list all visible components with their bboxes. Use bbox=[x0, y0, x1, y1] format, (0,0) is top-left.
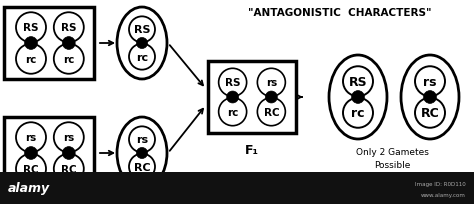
Ellipse shape bbox=[415, 67, 445, 97]
Ellipse shape bbox=[25, 147, 37, 160]
Text: rs: rs bbox=[26, 133, 36, 143]
Text: rc: rc bbox=[136, 52, 148, 62]
Ellipse shape bbox=[265, 92, 277, 103]
Text: RC: RC bbox=[264, 107, 279, 117]
Ellipse shape bbox=[54, 123, 84, 153]
Ellipse shape bbox=[54, 13, 84, 43]
Ellipse shape bbox=[117, 8, 167, 80]
Text: RS: RS bbox=[349, 75, 367, 88]
Ellipse shape bbox=[16, 123, 46, 153]
Ellipse shape bbox=[129, 127, 155, 153]
Text: Image ID: R0D110: Image ID: R0D110 bbox=[415, 181, 466, 186]
Text: rs: rs bbox=[63, 133, 74, 143]
Text: RC: RC bbox=[134, 162, 150, 172]
Text: "ANTAGONISTIC  CHARACTERS": "ANTAGONISTIC CHARACTERS" bbox=[248, 8, 432, 18]
Ellipse shape bbox=[424, 91, 437, 104]
Text: RC: RC bbox=[420, 107, 439, 120]
Text: rs: rs bbox=[136, 135, 148, 145]
Text: F₂ Gives 1 : 2 : 1 Ratio: F₂ Gives 1 : 2 : 1 Ratio bbox=[342, 173, 442, 182]
Ellipse shape bbox=[257, 69, 285, 97]
Ellipse shape bbox=[16, 13, 46, 43]
Text: www.alamy.com: www.alamy.com bbox=[421, 192, 466, 197]
Ellipse shape bbox=[54, 44, 84, 74]
Text: rs: rs bbox=[423, 75, 437, 88]
Ellipse shape bbox=[257, 98, 285, 126]
Bar bbox=[0, 172, 474, 204]
Ellipse shape bbox=[227, 92, 238, 103]
Text: RS: RS bbox=[225, 78, 240, 88]
Ellipse shape bbox=[63, 38, 75, 50]
Ellipse shape bbox=[137, 148, 147, 159]
Ellipse shape bbox=[25, 38, 37, 50]
Ellipse shape bbox=[329, 56, 387, 139]
Ellipse shape bbox=[415, 98, 445, 128]
Text: rc: rc bbox=[25, 54, 36, 64]
Text: RS: RS bbox=[23, 23, 39, 33]
Ellipse shape bbox=[401, 56, 459, 139]
Ellipse shape bbox=[219, 98, 246, 126]
Text: rc: rc bbox=[63, 54, 74, 64]
Bar bbox=[4, 8, 94, 80]
Text: alamy: alamy bbox=[8, 182, 50, 195]
Bar bbox=[208, 62, 296, 133]
Text: Only 2 Gametes: Only 2 Gametes bbox=[356, 147, 428, 156]
Ellipse shape bbox=[219, 69, 246, 97]
Text: RC: RC bbox=[23, 164, 39, 174]
Text: Possible: Possible bbox=[374, 160, 410, 169]
Ellipse shape bbox=[16, 44, 46, 74]
Ellipse shape bbox=[16, 154, 46, 184]
Ellipse shape bbox=[129, 17, 155, 43]
Ellipse shape bbox=[343, 98, 373, 128]
Ellipse shape bbox=[117, 118, 167, 189]
Text: rs: rs bbox=[266, 78, 277, 88]
Ellipse shape bbox=[137, 38, 147, 49]
Text: rc: rc bbox=[227, 107, 238, 117]
Text: RC: RC bbox=[61, 164, 77, 174]
Text: rc: rc bbox=[351, 107, 365, 120]
Ellipse shape bbox=[54, 154, 84, 184]
Ellipse shape bbox=[343, 67, 373, 97]
Ellipse shape bbox=[63, 147, 75, 160]
Text: RS: RS bbox=[134, 25, 150, 35]
Ellipse shape bbox=[352, 91, 365, 104]
Ellipse shape bbox=[129, 154, 155, 180]
Text: F₁: F₁ bbox=[245, 143, 259, 156]
Bar bbox=[4, 118, 94, 189]
Text: RS: RS bbox=[61, 23, 76, 33]
Ellipse shape bbox=[129, 44, 155, 70]
